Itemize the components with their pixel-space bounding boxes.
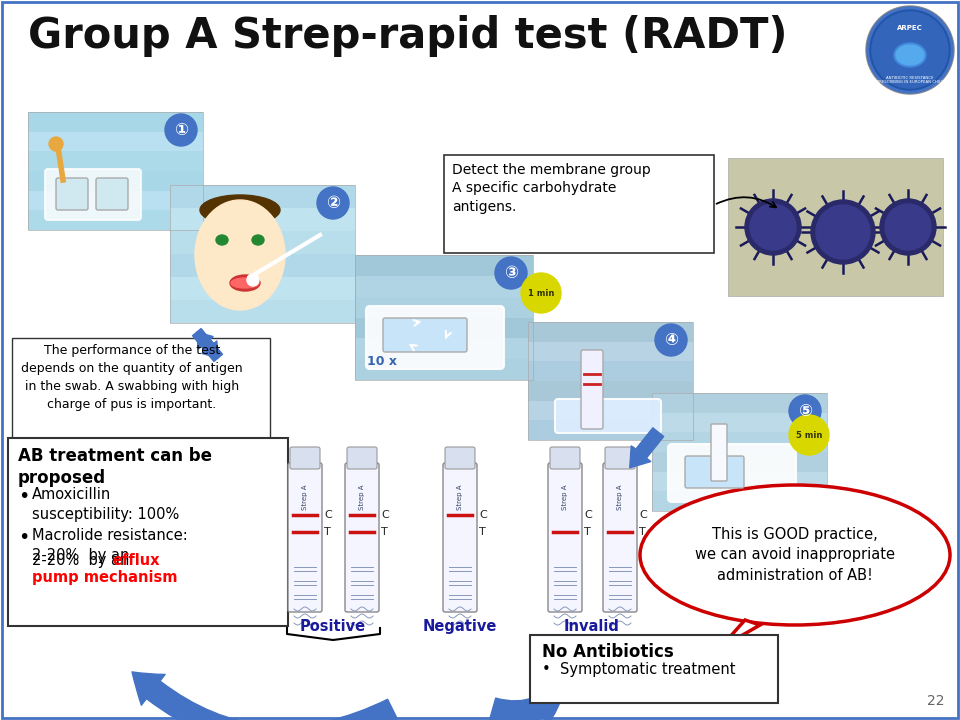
Text: ANTIBIOTIC RESISTANCE
AND PRESCRIBING IN EUROPEAN CHILDREN: ANTIBIOTIC RESISTANCE AND PRESCRIBING IN… (868, 76, 952, 84)
Text: C: C (381, 510, 389, 520)
FancyBboxPatch shape (528, 322, 693, 440)
FancyBboxPatch shape (685, 456, 744, 488)
FancyBboxPatch shape (28, 132, 203, 151)
Circle shape (495, 257, 527, 289)
Circle shape (867, 7, 953, 93)
FancyBboxPatch shape (550, 447, 580, 469)
Text: ARPEC: ARPEC (898, 25, 923, 31)
Text: ⑤: ⑤ (798, 402, 812, 420)
FancyBboxPatch shape (170, 254, 355, 277)
Circle shape (789, 415, 829, 455)
FancyBboxPatch shape (28, 191, 203, 210)
Circle shape (317, 187, 349, 219)
FancyArrowPatch shape (132, 672, 397, 720)
Text: ①: ① (174, 121, 188, 139)
FancyBboxPatch shape (445, 447, 475, 469)
FancyBboxPatch shape (443, 463, 477, 612)
Circle shape (655, 324, 687, 356)
FancyBboxPatch shape (603, 463, 637, 612)
Text: efflux: efflux (112, 553, 159, 568)
Text: pump mechanism: pump mechanism (32, 570, 178, 585)
FancyBboxPatch shape (355, 276, 533, 297)
FancyBboxPatch shape (170, 231, 355, 254)
FancyBboxPatch shape (355, 359, 533, 380)
Text: •  Symptomatic treatment: • Symptomatic treatment (542, 662, 735, 677)
Circle shape (745, 199, 801, 255)
FancyArrowPatch shape (197, 332, 223, 361)
FancyBboxPatch shape (668, 444, 796, 502)
FancyBboxPatch shape (355, 338, 533, 359)
Circle shape (789, 395, 821, 427)
Text: 10 x: 10 x (367, 355, 397, 368)
Text: Strep A: Strep A (302, 485, 308, 510)
FancyBboxPatch shape (652, 393, 827, 511)
Text: ②: ② (326, 194, 340, 212)
FancyBboxPatch shape (528, 342, 693, 361)
FancyBboxPatch shape (711, 424, 727, 481)
Text: C: C (639, 510, 647, 520)
FancyArrowPatch shape (490, 689, 563, 720)
Ellipse shape (896, 45, 924, 65)
FancyArrowPatch shape (193, 328, 218, 358)
FancyBboxPatch shape (45, 169, 141, 220)
FancyBboxPatch shape (288, 463, 322, 612)
Ellipse shape (894, 43, 926, 67)
Text: ③: ③ (504, 264, 518, 282)
Ellipse shape (640, 485, 950, 625)
Text: •: • (18, 487, 30, 506)
Circle shape (247, 274, 259, 286)
Circle shape (866, 6, 954, 94)
Text: Strep A: Strep A (359, 485, 365, 510)
FancyBboxPatch shape (345, 463, 379, 612)
FancyBboxPatch shape (383, 318, 467, 352)
Text: C: C (584, 510, 591, 520)
FancyBboxPatch shape (28, 171, 203, 191)
Text: T: T (479, 527, 486, 537)
Ellipse shape (216, 235, 228, 245)
Text: Group A Strep-rapid test (RADT): Group A Strep-rapid test (RADT) (28, 15, 787, 57)
FancyBboxPatch shape (652, 491, 827, 511)
Circle shape (885, 204, 931, 250)
FancyBboxPatch shape (56, 178, 88, 210)
FancyBboxPatch shape (355, 255, 533, 380)
FancyBboxPatch shape (528, 322, 693, 342)
FancyBboxPatch shape (444, 155, 714, 253)
FancyBboxPatch shape (528, 420, 693, 440)
FancyBboxPatch shape (728, 158, 943, 296)
FancyBboxPatch shape (366, 306, 504, 369)
FancyBboxPatch shape (355, 318, 533, 338)
FancyBboxPatch shape (528, 400, 693, 420)
Circle shape (165, 114, 197, 146)
FancyBboxPatch shape (555, 399, 661, 433)
Text: Invalid: Invalid (564, 619, 620, 634)
FancyBboxPatch shape (290, 447, 320, 469)
Text: This is GOOD practice,
we can avoid inappropriate
administration of AB!: This is GOOD practice, we can avoid inap… (695, 526, 895, 583)
Circle shape (49, 137, 63, 151)
Circle shape (750, 204, 796, 250)
FancyBboxPatch shape (652, 452, 827, 472)
FancyBboxPatch shape (652, 393, 827, 413)
Ellipse shape (195, 200, 285, 310)
Text: 22: 22 (927, 694, 945, 708)
Text: ④: ④ (664, 331, 678, 349)
Circle shape (880, 199, 936, 255)
Circle shape (811, 200, 875, 264)
Circle shape (521, 273, 561, 313)
Ellipse shape (252, 235, 264, 245)
Text: 2-20%  by an: 2-20% by an (32, 553, 134, 568)
Text: Amoxicillin
susceptibility: 100%: Amoxicillin susceptibility: 100% (32, 487, 180, 522)
FancyBboxPatch shape (28, 112, 203, 132)
FancyBboxPatch shape (581, 350, 603, 429)
Text: C: C (324, 510, 332, 520)
FancyBboxPatch shape (28, 112, 203, 230)
Text: Strep A: Strep A (617, 485, 623, 510)
FancyBboxPatch shape (28, 151, 203, 171)
FancyBboxPatch shape (548, 463, 582, 612)
FancyBboxPatch shape (605, 447, 635, 469)
Text: •: • (18, 528, 30, 547)
Text: C: C (479, 510, 487, 520)
FancyBboxPatch shape (652, 432, 827, 452)
Text: T: T (639, 527, 646, 537)
Circle shape (816, 205, 870, 259)
